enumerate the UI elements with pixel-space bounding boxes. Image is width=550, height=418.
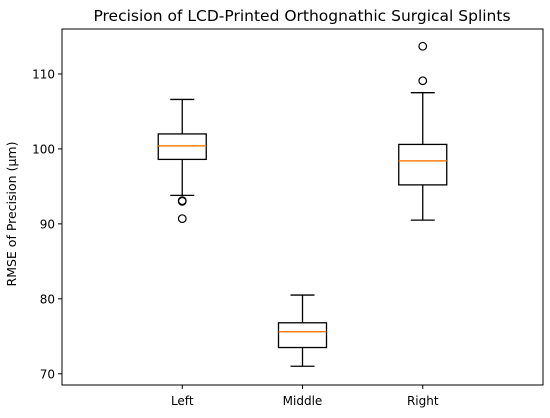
y-tick-label: 100 [32, 142, 55, 156]
y-tick-label: 90 [40, 217, 55, 231]
outlier-point [177, 214, 187, 224]
box-iqr [398, 143, 448, 186]
y-tick-label: 110 [32, 67, 55, 81]
outlier-point [177, 196, 187, 206]
y-tick-label: 80 [40, 292, 55, 306]
outlier-point [418, 41, 428, 51]
axes-frame [61, 28, 544, 386]
box-iqr [277, 322, 328, 349]
x-tick-label: Left [171, 394, 194, 408]
x-tick-label: Middle [283, 394, 323, 408]
chart-title: Precision of LCD-Printed Orthognathic Su… [93, 7, 510, 25]
x-tick-label: Right [407, 394, 439, 408]
y-axis-label: RMSE of Precision (µm) [4, 142, 19, 287]
plot-area: 70 80 90 100 110 Left Middle Right [32, 41, 448, 408]
outlier-point [418, 76, 428, 86]
y-tick-label: 70 [40, 367, 55, 381]
